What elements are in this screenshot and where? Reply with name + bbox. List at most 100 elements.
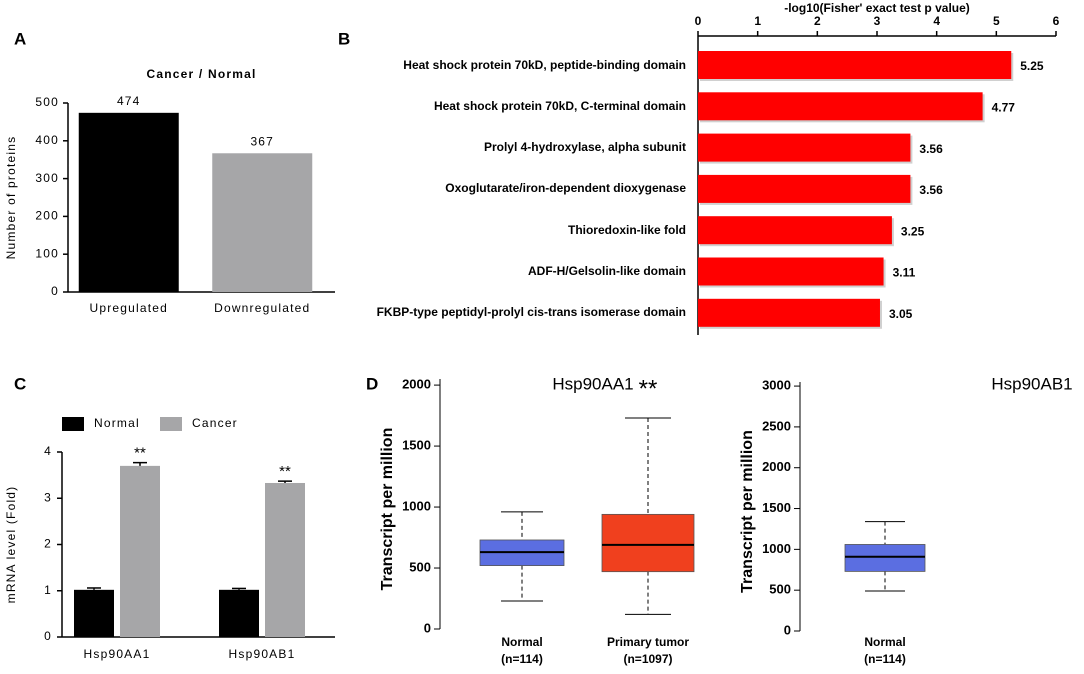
value-label: 3.56 — [919, 142, 943, 156]
x-tick-label: 6 — [1053, 14, 1060, 28]
y-tick-label: 1000 — [402, 498, 431, 513]
error-bar — [87, 587, 101, 590]
bar — [698, 216, 892, 245]
y-axis-label: Number of proteins — [4, 136, 18, 260]
y-tick-label: 2500 — [762, 418, 791, 433]
x-tick-label: Downregulated — [214, 301, 310, 315]
y-tick-label: Oxoglutarate/iron-dependent dioxygenase — [445, 181, 686, 196]
panel-label: A — [14, 29, 26, 48]
y-tick-label: 0 — [44, 629, 52, 643]
x-axis-label: -log10(Fisher' exact test p value) — [784, 1, 970, 15]
x-tick-label: 5 — [993, 14, 1000, 28]
y-tick-label: 0 — [424, 620, 431, 635]
annotation: ** — [639, 375, 658, 402]
legend-label: Cancer — [192, 416, 238, 430]
y-tick-label: Heat shock protein 70kD, C-terminal doma… — [433, 98, 686, 113]
x-tick-label: 1 — [754, 14, 761, 28]
y-tick-label-box: Thioredoxin-like fold — [567, 222, 686, 237]
x-tick-label: 4 — [933, 14, 940, 28]
y-tick-label-box: Prolyl 4-hydroxylase, alpha subunit — [483, 140, 686, 155]
y-tick-label: 500 — [409, 559, 431, 574]
panel-label: C — [14, 374, 26, 393]
x-tick-label: Primary tumor — [607, 635, 689, 649]
bar — [120, 465, 160, 637]
legend-swatch — [62, 417, 84, 431]
x-tick-label: 2 — [814, 14, 821, 28]
sample-size: (n=114) — [501, 652, 543, 666]
bar — [74, 589, 114, 637]
panel-label: D — [366, 374, 378, 393]
bar — [698, 257, 884, 286]
y-tick-label-box: Heat shock protein 70kD, peptide-binding… — [403, 57, 686, 72]
y-tick-label: 200 — [35, 209, 59, 223]
box — [601, 513, 695, 573]
y-tick-label: ADF-H/Gelsolin-like domain — [527, 264, 686, 278]
bar — [698, 174, 911, 203]
y-tick-label: 2000 — [402, 377, 431, 392]
x-tick-label: 0 — [695, 14, 702, 28]
x-tick-label: Normal — [501, 635, 542, 649]
value-label: 3.05 — [889, 307, 913, 321]
error-bar — [232, 587, 246, 590]
annotation: ** — [279, 463, 291, 480]
y-axis-label: Transcript per million — [739, 430, 756, 593]
y-tick-label: 500 — [35, 95, 59, 109]
y-tick-label: 400 — [35, 133, 59, 147]
x-tick-label: Upregulated — [89, 301, 168, 315]
x-tick-label: 3 — [874, 14, 881, 28]
value-label: 3.11 — [893, 266, 916, 280]
annotation: ** — [134, 445, 146, 462]
y-tick-label-box: ADF-H/Gelsolin-like domain — [527, 264, 686, 278]
y-tick-label: 0 — [51, 284, 59, 298]
bar — [78, 112, 179, 292]
x-tick-label: Hsp90AB1 — [229, 647, 296, 661]
y-tick-label: 500 — [769, 582, 791, 597]
y-tick-label: FKBP-type peptidyl-prolyl cis-trans isom… — [376, 305, 686, 320]
value-label: 5.25 — [1020, 59, 1044, 73]
value-label: 3.56 — [919, 183, 943, 197]
y-tick-label: 0 — [784, 622, 791, 637]
bar — [212, 153, 313, 292]
chart-title: Cancer / Normal — [146, 67, 256, 81]
y-tick-label-box: Oxoglutarate/iron-dependent dioxygenase — [445, 181, 686, 196]
y-tick-label: 4 — [44, 444, 52, 458]
y-tick-label: 100 — [35, 246, 59, 260]
value-label: 474 — [117, 94, 141, 108]
y-tick-label: 1500 — [762, 500, 791, 515]
bar — [698, 92, 983, 121]
legend-label: Normal — [94, 416, 140, 430]
y-tick-label: 1500 — [402, 438, 431, 453]
sample-size: (n=114) — [864, 652, 906, 666]
y-tick-label: 2 — [44, 537, 52, 551]
y-tick-label: Thioredoxin-like fold — [567, 222, 686, 237]
y-axis-label: mRNA level (Fold) — [4, 486, 18, 604]
y-tick-label-box: Heat shock protein 70kD, C-terminal doma… — [433, 98, 686, 113]
y-tick-label: 1000 — [762, 541, 791, 556]
y-tick-label: 2000 — [762, 459, 791, 474]
box — [844, 544, 926, 572]
value-label: 367 — [250, 134, 274, 148]
y-tick-label-box: FKBP-type peptidyl-prolyl cis-trans isom… — [376, 305, 686, 320]
value-label: 3.25 — [901, 224, 925, 238]
value-label: 4.77 — [992, 100, 1016, 114]
y-tick-label: 300 — [35, 171, 59, 185]
y-axis-label: Transcript per million — [379, 428, 396, 591]
legend-swatch — [160, 417, 182, 431]
bar — [698, 51, 1012, 79]
bar — [219, 589, 259, 637]
x-tick-label: Hsp90AA1 — [84, 647, 151, 661]
y-tick-label: Prolyl 4-hydroxylase, alpha subunit — [483, 140, 686, 155]
panel-label: B — [338, 29, 350, 48]
x-tick-label: Normal — [864, 635, 905, 649]
y-tick-label: 3000 — [762, 378, 791, 393]
y-tick-label: Heat shock protein 70kD, peptide-binding… — [403, 57, 686, 72]
bar — [698, 133, 911, 162]
y-tick-label: 3 — [44, 490, 52, 504]
chart-title: Hsp90AA1 — [552, 374, 633, 393]
y-tick-label: 1 — [44, 583, 52, 597]
error-bar — [133, 461, 147, 466]
sample-size: (n=1097) — [623, 652, 672, 666]
bar — [265, 482, 305, 637]
error-bar — [278, 480, 292, 483]
